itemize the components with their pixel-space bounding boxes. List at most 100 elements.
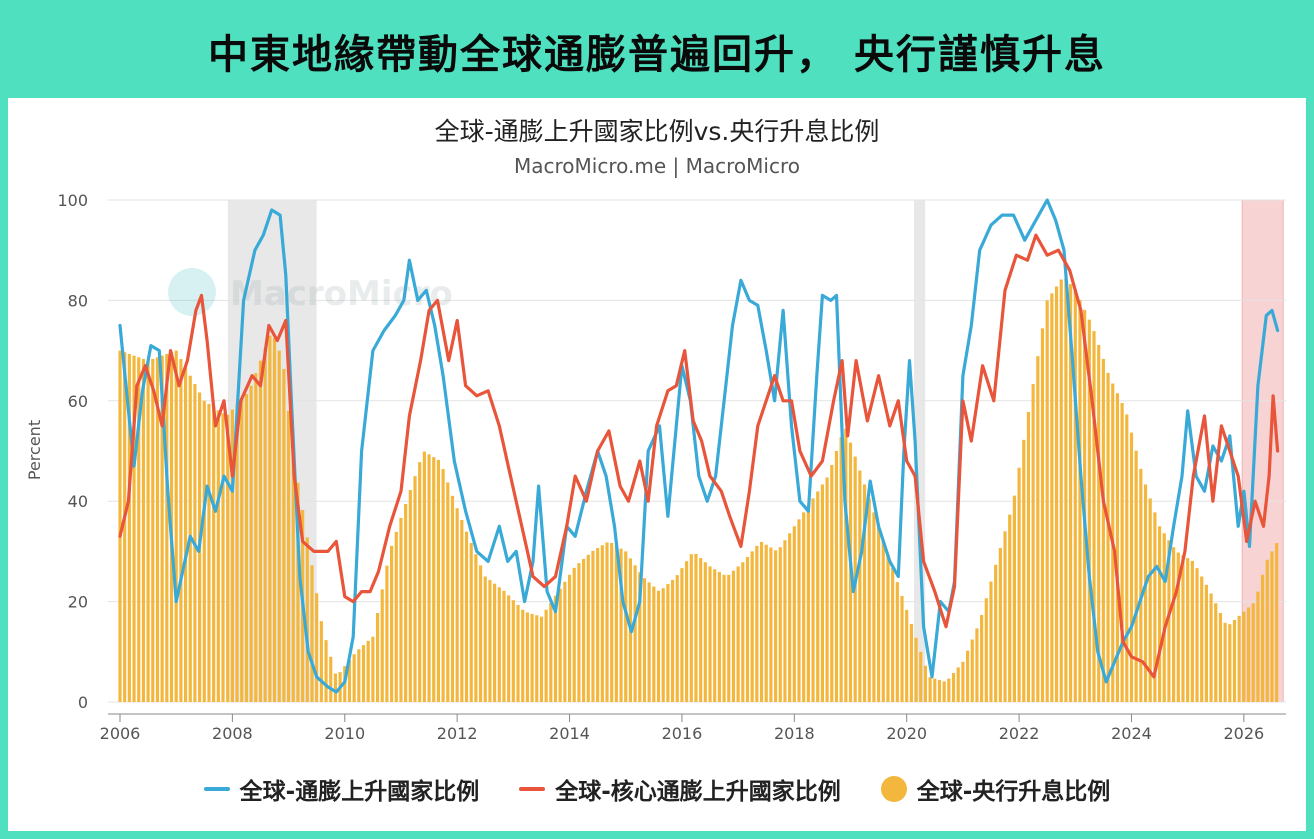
bar: [633, 565, 637, 702]
bar: [408, 490, 412, 702]
bar: [1008, 514, 1012, 702]
bar: [375, 613, 380, 702]
bar: [656, 590, 661, 702]
bar: [1125, 414, 1129, 702]
bar: [919, 651, 923, 702]
bar: [563, 581, 567, 702]
legend-item-hikes[interactable]: 全球-央行升息比例: [880, 772, 1110, 806]
bar: [460, 519, 464, 702]
bar: [240, 399, 244, 702]
bar: [272, 338, 277, 702]
legend-item-core[interactable]: 全球-核心通膨上升國家比例: [519, 772, 841, 806]
bar: [1200, 576, 1204, 702]
bar: [436, 459, 441, 702]
legend-item-headline[interactable]: 全球-通膨上升國家比例: [203, 772, 479, 806]
y-tick-label: 40: [68, 492, 88, 511]
bar: [638, 572, 642, 702]
bar: [886, 554, 890, 702]
bar: [268, 335, 272, 702]
bar: [764, 544, 768, 702]
bar: [727, 574, 731, 702]
bar: [174, 350, 178, 702]
x-tick-label: 2024: [1111, 724, 1152, 743]
bar: [830, 464, 834, 702]
bar: [549, 602, 553, 702]
bar: [788, 533, 792, 702]
bar: [478, 565, 483, 702]
bar: [694, 553, 698, 702]
bar: [975, 628, 979, 702]
bar: [1246, 607, 1251, 702]
bar: [413, 476, 417, 702]
bar: [741, 562, 745, 702]
x-tick-label: 2008: [212, 724, 253, 743]
bar: [202, 400, 206, 702]
bar: [895, 582, 899, 702]
y-axis-label: Percent: [25, 420, 44, 480]
recession-shade: [914, 200, 926, 702]
bar: [1092, 331, 1096, 702]
bar: [811, 498, 815, 702]
x-tick-label: 2012: [437, 724, 478, 743]
bar: [624, 551, 628, 702]
bar: [745, 556, 750, 702]
bar: [947, 678, 951, 702]
bar: [900, 596, 904, 702]
bar: [769, 547, 773, 702]
watermark-text: MacroMicro: [230, 274, 453, 314]
bar: [155, 357, 160, 702]
x-tick-label: 2010: [324, 724, 365, 743]
bar: [1059, 279, 1063, 702]
bar: [127, 353, 131, 702]
bar: [1097, 345, 1101, 702]
bar: [970, 639, 974, 702]
bar: [797, 519, 801, 702]
bar: [600, 545, 604, 702]
bar: [450, 495, 455, 702]
bar: [1186, 558, 1190, 702]
bar: [1064, 277, 1068, 702]
bar: [511, 600, 515, 702]
bar: [661, 588, 665, 702]
legend-dot-icon: [880, 776, 907, 802]
bar: [305, 537, 309, 702]
bar: [1260, 574, 1265, 702]
bar: [347, 660, 352, 702]
bar: [937, 679, 942, 702]
y-tick-label: 100: [57, 191, 88, 210]
bar: [586, 554, 590, 702]
bar: [1172, 547, 1176, 702]
bar: [923, 665, 928, 702]
bar: [221, 413, 225, 702]
bar: [1115, 393, 1120, 702]
bar: [1195, 568, 1199, 702]
bar: [422, 451, 426, 702]
legend: 全球-通膨上升國家比例 全球-核心通膨上升國家比例 全球-央行升息比例: [0, 772, 1314, 806]
bar: [1157, 526, 1162, 702]
bar: [933, 678, 937, 702]
bar: [282, 369, 286, 702]
bar: [1251, 603, 1255, 702]
bar: [535, 615, 539, 702]
bar: [792, 526, 796, 702]
bar: [862, 484, 867, 702]
bar: [324, 640, 328, 702]
bar: [286, 410, 291, 702]
bar: [390, 545, 394, 702]
bar: [1073, 290, 1077, 702]
y-tick-label: 80: [68, 291, 88, 310]
bar: [446, 482, 450, 702]
bar: [1101, 358, 1105, 702]
bar: [361, 645, 366, 702]
bar: [1148, 498, 1152, 702]
bar: [816, 491, 820, 702]
bar: [530, 613, 534, 702]
bar: [956, 667, 960, 702]
bar: [881, 540, 885, 702]
bar: [989, 581, 993, 702]
bar: [329, 656, 333, 702]
bar: [1040, 328, 1045, 702]
bar: [507, 595, 511, 702]
bar: [961, 661, 965, 702]
